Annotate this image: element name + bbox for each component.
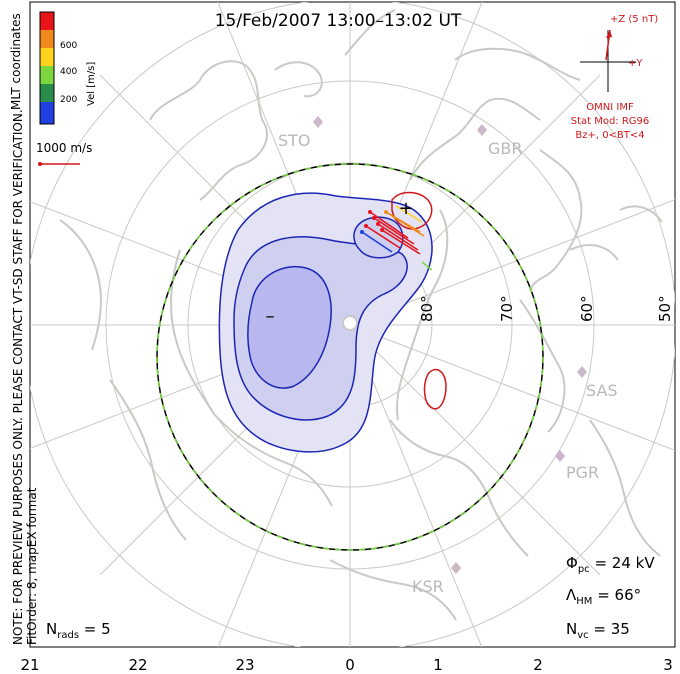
vector-scale-label: 1000 m/s: [36, 141, 92, 155]
mlt-label-1: 1: [433, 656, 443, 674]
potential-contour-inner: [247, 265, 332, 389]
radar-label-sto: STO: [278, 131, 311, 150]
imf-source: OMNI IMF: [586, 102, 634, 113]
radar-sites: [313, 116, 587, 574]
potential-max-marker: +: [398, 198, 413, 219]
colorbar-tick-200: 200: [60, 95, 77, 105]
coord-system-label: MLT coordinates: [9, 13, 23, 110]
imf-model: Stat Mod: RG96: [571, 116, 650, 127]
positive-contour-2: [423, 368, 447, 410]
velocity-vectors: [360, 205, 433, 271]
map-title: 15/Feb/2007 13:00–13:02 UT: [215, 11, 462, 31]
imf-z-label: +Z (5 nT): [610, 14, 658, 25]
colorbar-label: Vel [m/s]: [86, 62, 97, 106]
fit-order: FitOrder: 8, mapEX format: [25, 487, 39, 645]
magnetic-pole-marker: [342, 315, 358, 331]
lat-label-50: 50°: [656, 295, 674, 322]
mlt-label-3: 3: [663, 656, 673, 674]
lat-label-60: 60°: [578, 295, 596, 322]
lat-label-70: 70°: [498, 295, 516, 322]
mlt-label-21: 21: [20, 656, 39, 674]
colorbar-tick-600: 600: [60, 41, 77, 51]
potential-min-marker: –: [266, 306, 275, 327]
velocity-colorbar: 600 400 200 Vel [m/s]: [39, 11, 97, 125]
mlt-label-23: 23: [235, 656, 254, 674]
positive-contour-1: [391, 191, 433, 230]
hm-boundary: [156, 163, 544, 551]
preview-disclaimer: NOTE: FOR PREVIEW PURPOSES ONLY. PLEASE …: [11, 109, 25, 645]
radar-label-sas: SAS: [586, 381, 618, 400]
radar-label-ksr: KSR: [412, 577, 444, 596]
vector-scale-dot: [38, 162, 42, 166]
imf-condition: Bz+, 0<BT<4: [575, 130, 644, 141]
stat-n-vc: Nvc = 35: [566, 620, 630, 641]
radar-label-pgr: PGR: [566, 463, 599, 482]
imf-y-label: +Y: [628, 58, 643, 69]
lat-label-80: 80°: [418, 295, 436, 322]
radar-label-gbr: GBR: [488, 139, 523, 158]
coastlines: [59, 9, 663, 621]
stat-n-rads: Nrads = 5: [46, 620, 111, 641]
colorbar-tick-400: 400: [60, 67, 77, 77]
mlt-label-0: 0: [345, 656, 355, 674]
mlt-label-2: 2: [533, 656, 543, 674]
imf-clock: +Z (5 nT) +Y OMNI IMF Stat Mod: RG96 Bz+…: [571, 14, 659, 141]
mlt-label-22: 22: [128, 656, 147, 674]
